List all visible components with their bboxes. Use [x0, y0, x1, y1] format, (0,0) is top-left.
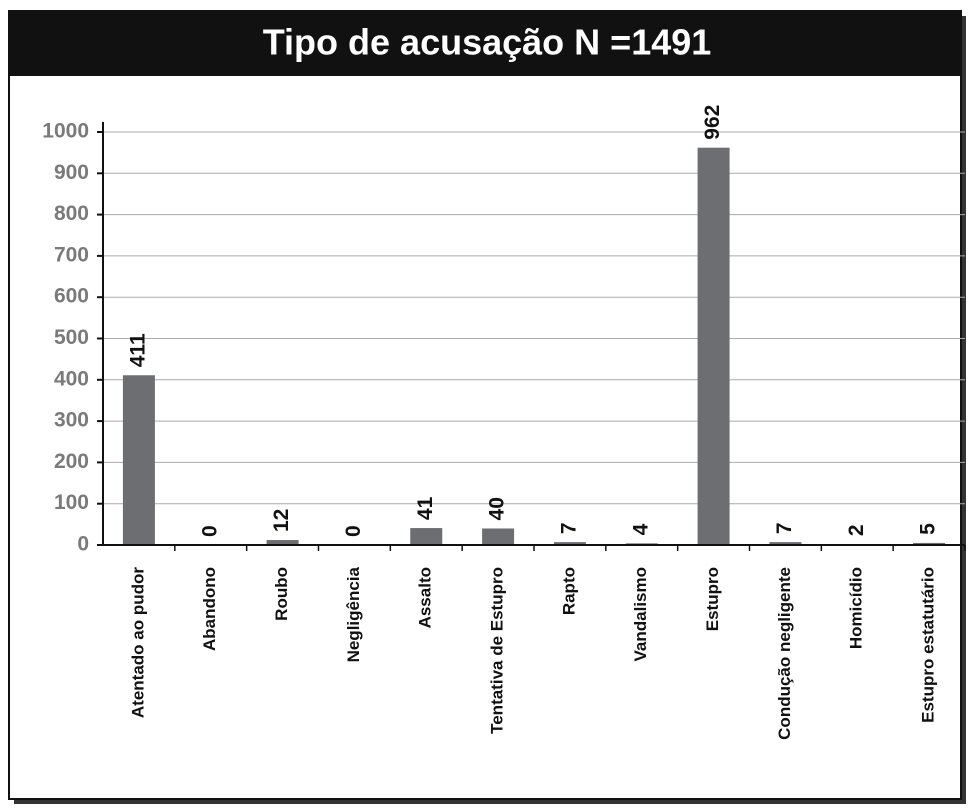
x-tick-label: Estupro: [703, 567, 722, 631]
x-tick-label: Estupro estatutário: [919, 567, 938, 723]
bar: [769, 542, 802, 545]
value-label: 4: [629, 523, 652, 535]
value-label: 0: [342, 525, 365, 537]
y-tick-label: 100: [54, 491, 89, 514]
title-bar: [10, 12, 960, 76]
bar: [697, 147, 730, 545]
y-tick-label: 300: [54, 409, 89, 432]
value-label: 2: [845, 524, 868, 536]
value-label: 41: [414, 496, 437, 520]
bar: [553, 542, 586, 545]
value-label: 7: [557, 522, 580, 534]
value-label: 5: [917, 523, 940, 535]
value-label: 7: [773, 522, 796, 534]
y-tick-label: 1000: [42, 120, 89, 143]
bar: [266, 540, 299, 545]
x-tick-label: Tentativa de Estupro: [488, 567, 507, 734]
y-tick-label: 600: [54, 285, 89, 308]
y-tick-label: 0: [77, 533, 89, 556]
bar: [913, 542, 946, 545]
x-tick-label: Abandono: [200, 567, 219, 651]
value-label: 12: [270, 509, 293, 532]
value-label: 0: [198, 525, 221, 537]
x-tick-label: Atentado ao pudor: [128, 567, 147, 718]
y-tick-label: 900: [54, 161, 89, 184]
x-tick-label: Condução negligente: [775, 567, 794, 740]
x-tick-label: Roubo: [272, 567, 291, 621]
x-tick-label: Assalto: [416, 567, 435, 628]
y-tick-label: 200: [54, 450, 89, 473]
y-tick-label: 400: [54, 367, 89, 390]
frame: [8, 10, 962, 800]
x-tick-label: Rapto: [559, 567, 578, 615]
value-label: 411: [126, 333, 149, 367]
y-tick-label: 700: [54, 243, 89, 266]
value-label: 962: [701, 105, 724, 140]
value-label: 40: [486, 497, 509, 520]
bar: [122, 375, 155, 545]
x-tick-label: Vandalismo: [631, 567, 650, 661]
x-tick-label: Negligência: [344, 566, 363, 662]
chart-title: Tipo de acusação N =1491: [263, 22, 712, 63]
bar: [482, 528, 515, 545]
x-tick-label: Homicídio: [847, 567, 866, 649]
y-tick-label: 800: [54, 202, 89, 225]
bar: [410, 528, 443, 545]
y-tick-label: 500: [54, 326, 89, 349]
